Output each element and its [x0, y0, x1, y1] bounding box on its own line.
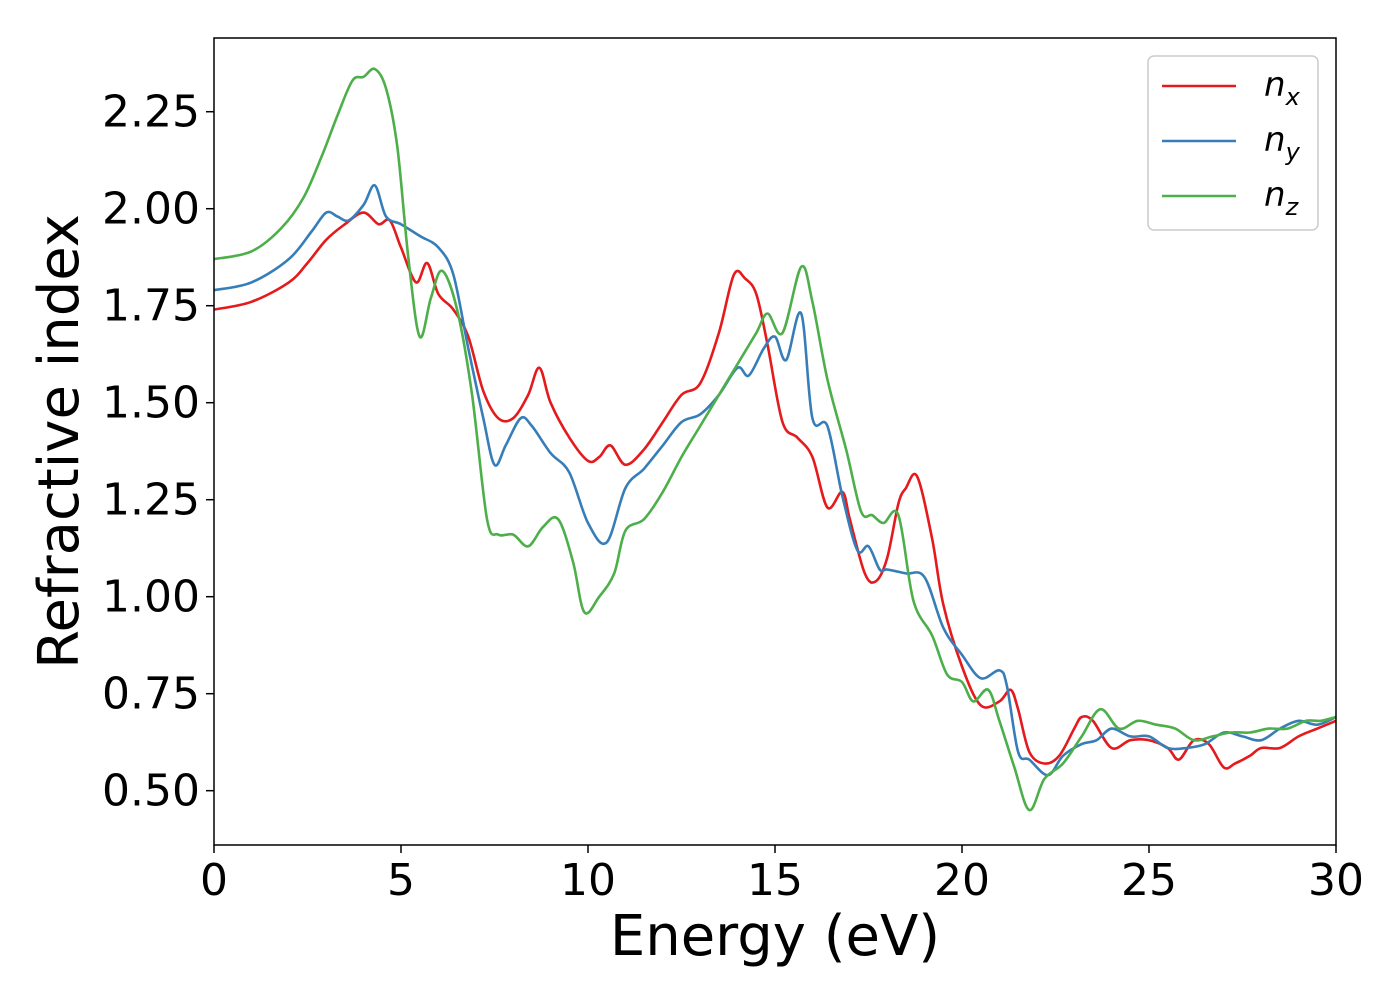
y-tick-label: 1.50	[102, 378, 200, 429]
series-line-ny	[214, 184, 1336, 777]
x-tick-label: 20	[934, 855, 990, 906]
series-line-nz	[214, 67, 1336, 812]
y-tick-label: 2.25	[102, 87, 200, 138]
legend-box	[1147, 55, 1319, 231]
legend-label-ny: ny	[1264, 120, 1301, 166]
legend: nx ny nz	[1147, 55, 1319, 231]
x-tick-label: 10	[560, 855, 616, 906]
y-tick-label: 1.75	[102, 281, 200, 332]
x-tick-label: 25	[1121, 855, 1177, 906]
y-tick-label: 1.25	[102, 475, 200, 526]
series-layer	[214, 67, 1336, 812]
series-line-nx	[214, 211, 1336, 770]
y-axis-label: Refractive index	[27, 214, 92, 669]
y-tick-label: 0.50	[102, 766, 200, 817]
y-tick-label: 0.75	[102, 669, 200, 720]
x-tick-label: 5	[387, 855, 415, 906]
x-axis-label: Energy (eV)	[610, 904, 940, 969]
x-tick-label: 0	[200, 855, 228, 906]
y-tick-label: 1.00	[102, 572, 200, 623]
x-tick-label: 15	[747, 855, 803, 906]
y-axis-ticks: 0.50 0.75 1.00 1.25 1.50 1.75 2.00 2.25	[102, 87, 214, 817]
x-tick-label: 30	[1308, 855, 1364, 906]
x-axis-ticks: 0 5 10 15 20 25 30	[200, 845, 1364, 906]
y-tick-label: 2.00	[102, 184, 200, 235]
legend-label-nz: nz	[1264, 175, 1300, 221]
legend-label-nx: nx	[1264, 65, 1301, 111]
